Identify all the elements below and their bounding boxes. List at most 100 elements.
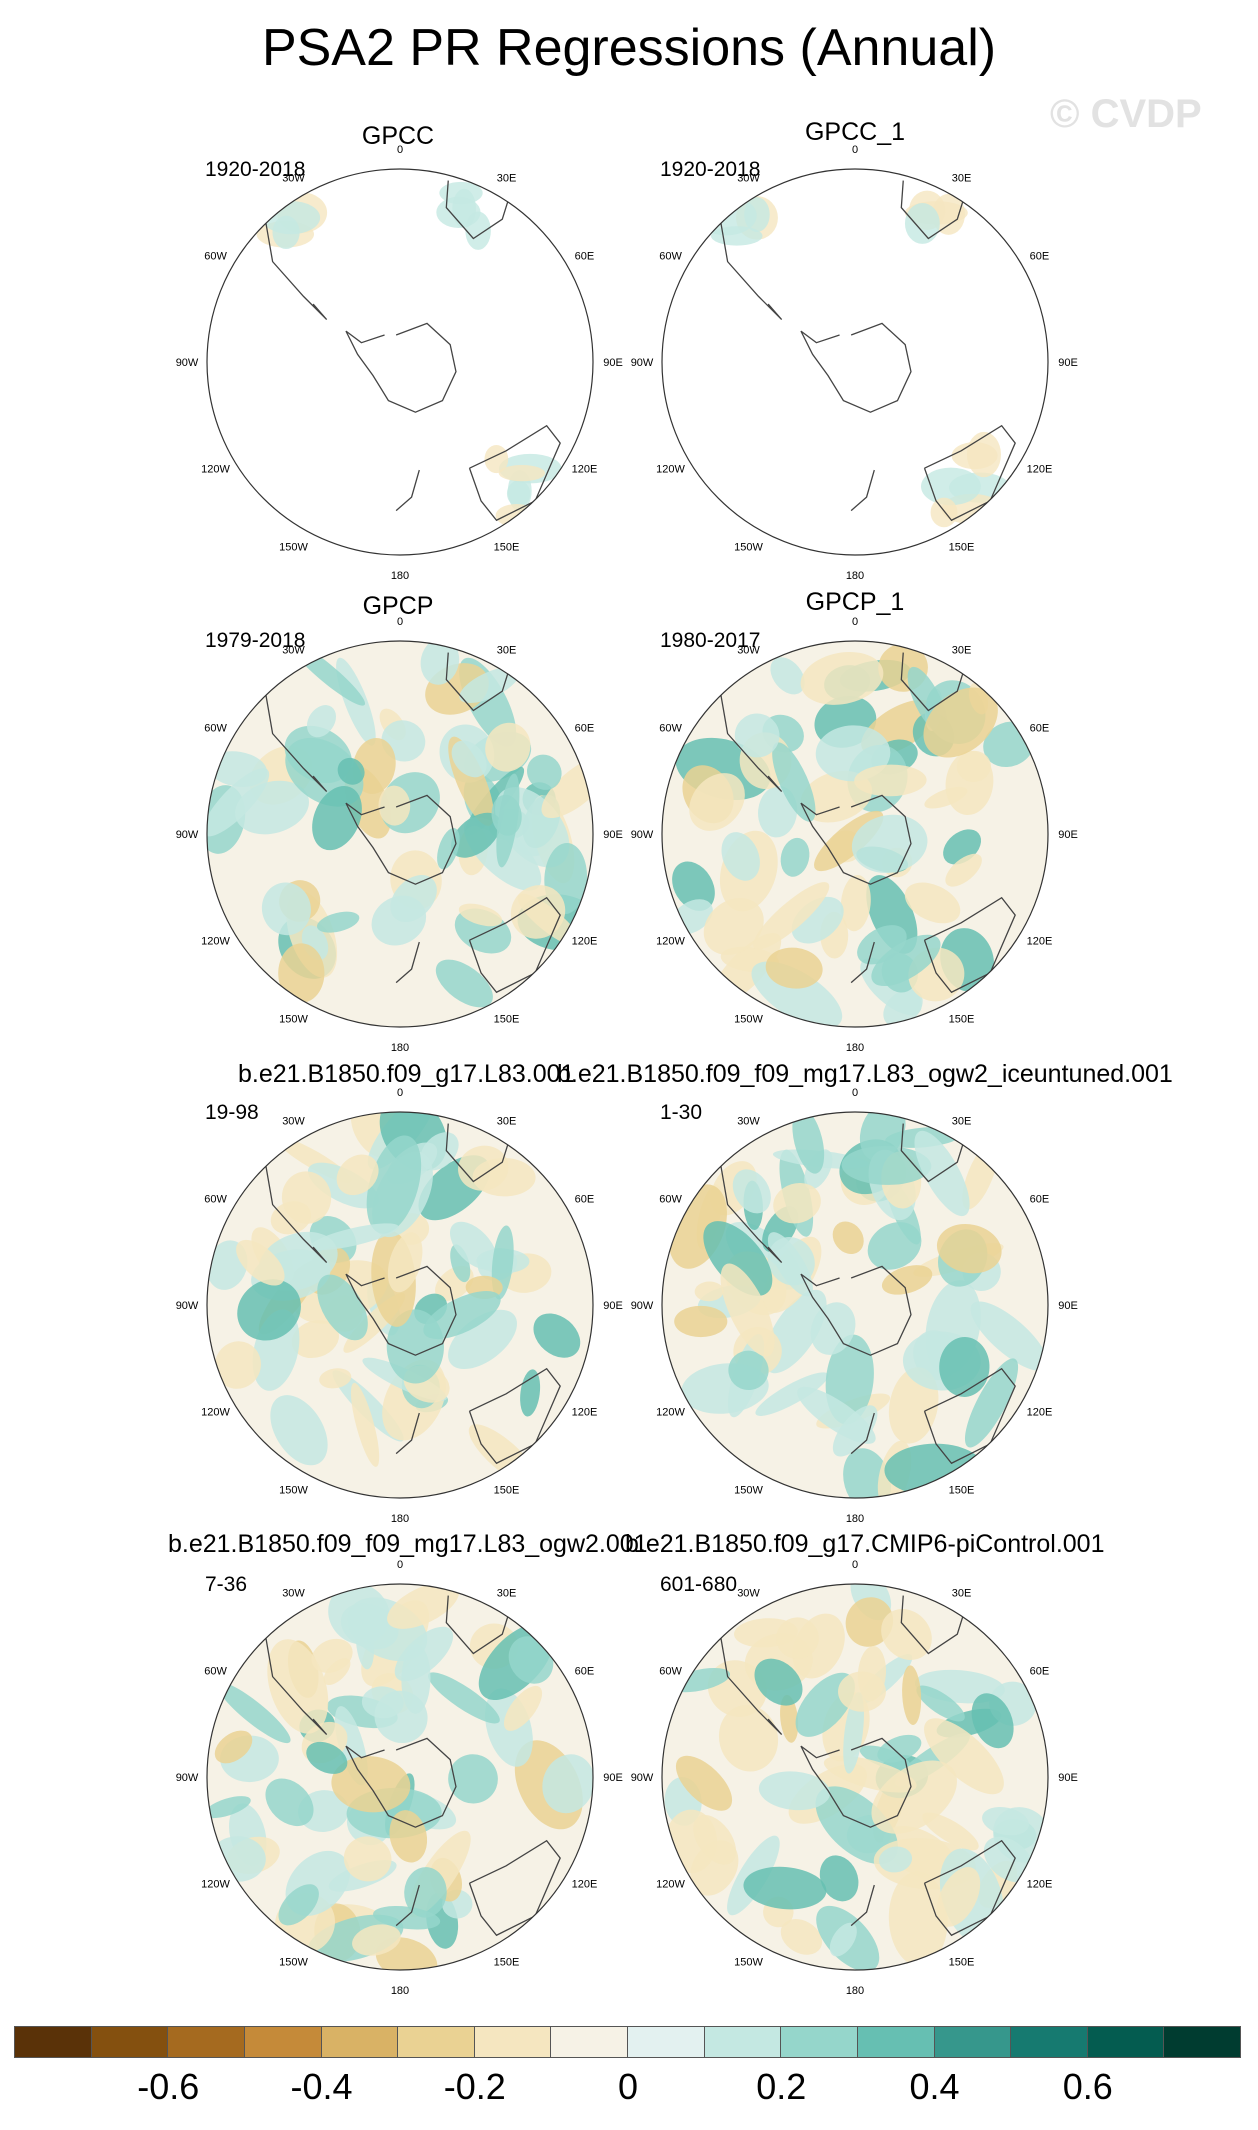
longitude-label: 120W (656, 464, 685, 476)
polar-map-panel: 0 30E 60E 90E 120E 150E 180 150W 120W 90W 60W 30W (631, 1087, 1078, 1525)
longitude-label: 60E (575, 251, 595, 263)
longitude-label: 60E (575, 1666, 595, 1678)
regression-anomaly-patch (693, 1815, 737, 1865)
longitude-label: 0 (397, 144, 403, 156)
regression-anomaly-patch (923, 687, 998, 758)
coastline (850, 1412, 875, 1455)
regression-anomaly-patch (743, 1866, 827, 1910)
regression-anomaly-patch (675, 1755, 733, 1811)
regression-anomaly-patch (772, 742, 816, 822)
period-label-gpcp-1: 1980-2017 (660, 629, 761, 652)
regression-anomaly-patch (711, 226, 763, 246)
regression-anomaly-patch (394, 1626, 454, 1682)
regression-anomaly-patch (336, 1154, 379, 1196)
regression-anomaly-patch (964, 1358, 1019, 1448)
regression-anomaly-patch (319, 1368, 352, 1389)
coastline (345, 794, 457, 885)
regression-anomaly-patch (703, 1221, 773, 1296)
regression-anomaly-patch (458, 903, 503, 927)
regression-anomaly-patch (922, 1812, 979, 1851)
regression-anomaly-patch (267, 1639, 329, 1734)
period-label-gpcc-1: 1920-2018 (660, 158, 761, 181)
regression-anomaly-patch (428, 1672, 500, 1724)
regression-anomaly-patch (776, 1617, 819, 1659)
colorbar-swatch (397, 2026, 475, 2058)
regression-anomaly-patch (281, 1171, 332, 1224)
coastline (468, 424, 561, 522)
coastline (900, 1123, 968, 1183)
coastline (468, 1367, 561, 1465)
regression-anomaly-patch (343, 1836, 392, 1882)
regression-anomaly-patch (732, 1169, 771, 1214)
polar-map-panel: 0 30E 60E 90E 120E 150E 180 150W 120W 90W 60W 30W (176, 616, 623, 1054)
map-boundary (661, 168, 1049, 556)
longitude-label: 30W (737, 173, 760, 185)
watermark: © CVDP (1050, 92, 1202, 136)
regression-anomaly-patch (930, 497, 958, 528)
coastline (395, 1884, 420, 1927)
coastline (900, 652, 968, 712)
regression-anomaly-patch (841, 1146, 932, 1185)
regression-anomaly-patch (508, 1636, 554, 1684)
coastline (800, 1265, 912, 1356)
colorbar-swatch (627, 2026, 705, 2058)
panel-title-model-1: b.e21.B1850.f09_g17.L83.001 (238, 1060, 575, 1088)
longitude-label: 150E (494, 1956, 520, 1968)
polar-map-panel: 0 30E 60E 90E 120E 150E 180 150W 120W 90W 60W 30W (176, 1087, 623, 1525)
polar-map-panel: 0 30E 60E 90E 120E 150E 180 150W 120W 90W 60W 30W (631, 1559, 1078, 1997)
regression-anomaly-patch (780, 837, 810, 877)
regression-anomaly-patch (936, 1867, 981, 1927)
coastline (345, 322, 457, 413)
regression-anomaly-patch (458, 1145, 509, 1191)
longitude-label: 180 (391, 1042, 409, 1054)
colorbar (14, 2026, 1241, 2058)
period-label-gpcp: 1979-2018 (205, 629, 306, 652)
regression-anomaly-patch (420, 641, 460, 685)
regression-anomaly-patch (871, 1760, 957, 1834)
regression-anomaly-patch (753, 882, 830, 950)
longitude-label: 150E (949, 1484, 975, 1496)
regression-anomaly-patch (237, 1279, 301, 1341)
regression-anomaly-patch (317, 1274, 368, 1341)
longitude-label: 90W (176, 1772, 199, 1784)
longitude-label: 90E (1058, 1772, 1078, 1784)
regression-anomaly-patch (503, 1685, 543, 1731)
regression-anomaly-patch (902, 1665, 922, 1725)
coastline (395, 469, 420, 512)
longitude-label: 60W (659, 251, 682, 263)
regression-anomaly-patch (291, 1320, 340, 1359)
regression-anomaly-patch (815, 1786, 898, 1865)
colorbar-tick-label: 0.6 (1062, 2066, 1113, 2107)
regression-anomaly-patch (261, 882, 311, 936)
longitude-label: 150W (734, 1013, 763, 1025)
longitude-label: 60W (659, 723, 682, 735)
longitude-label: 120E (572, 936, 598, 948)
longitude-label: 30W (737, 645, 760, 657)
longitude-label: 180 (846, 1042, 864, 1054)
regression-anomaly-patch (800, 770, 873, 823)
regression-anomaly-patch (448, 1309, 517, 1370)
longitude-label: 120E (1027, 1879, 1053, 1891)
regression-anomaly-patch (881, 1609, 932, 1660)
regression-anomaly-patch (877, 1734, 922, 1763)
regression-anomaly-patch (674, 1305, 728, 1338)
regression-anomaly-patch (541, 755, 593, 819)
regression-anomaly-patch (498, 464, 546, 482)
regression-anomaly-patch (459, 667, 520, 704)
coastline (445, 1123, 513, 1183)
regression-anomaly-patch (207, 751, 268, 787)
map-boundary (661, 640, 1049, 1028)
regression-anomaly-patch (767, 1232, 813, 1297)
longitude-label: 120W (201, 936, 230, 948)
colorbar-swatch (1163, 2026, 1241, 2058)
longitude-label: 180 (391, 1985, 409, 1997)
regression-anomaly-patch (350, 1382, 380, 1467)
regression-anomaly-patch (780, 1694, 799, 1743)
regression-anomaly-patch (435, 959, 493, 1008)
colorbar-tick-label: -0.2 (443, 2066, 506, 2107)
colorbar-tick-label: 0 (617, 2066, 639, 2107)
coastline (800, 322, 912, 413)
regression-anomaly-patch (832, 1221, 864, 1255)
map-boundary (206, 1111, 594, 1499)
colorbar-swatch (90, 2026, 169, 2058)
